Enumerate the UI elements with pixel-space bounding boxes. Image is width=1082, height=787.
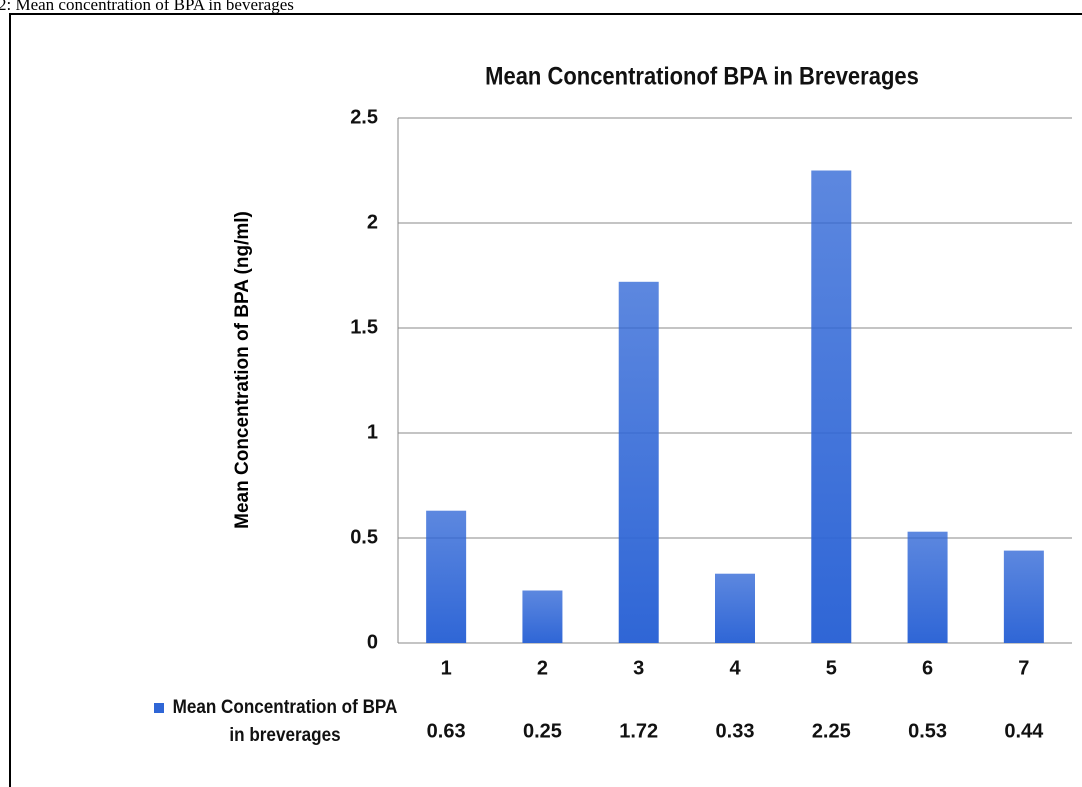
y-tick-label: 1 <box>367 421 378 443</box>
data-table-value: 1.72 <box>619 720 658 742</box>
y-tick-label: 2 <box>367 211 378 233</box>
y-tick-label: 1.5 <box>350 316 378 338</box>
legend-label: Mean Concentration of BPA in breverages <box>172 697 398 746</box>
chart-border <box>9 13 1082 787</box>
data-table-value: 0.53 <box>908 720 947 742</box>
data-table-value: 0.63 <box>427 720 466 742</box>
x-tick-label: 3 <box>633 657 644 679</box>
bar <box>426 510 467 643</box>
y-tick-label: 2.5 <box>350 106 378 128</box>
bar <box>907 531 948 643</box>
data-table-value: 0.25 <box>523 720 562 742</box>
y-tick-label: 0.5 <box>350 526 378 548</box>
data-table-value: 0.44 <box>1004 720 1044 742</box>
data-table-value: 0.33 <box>716 720 755 742</box>
figure-caption: 2: Mean concentration of BPA in beverage… <box>0 0 294 14</box>
x-tick-label: 6 <box>922 657 933 679</box>
x-tick-label: 7 <box>1018 657 1029 679</box>
x-tick-label: 4 <box>729 657 741 679</box>
bar <box>811 170 852 643</box>
bar <box>522 590 563 643</box>
x-tick-label: 2 <box>537 657 548 679</box>
y-axis-title: Mean Concentration of BPA (ng/ml) <box>232 211 253 529</box>
x-tick-label: 5 <box>826 657 837 679</box>
chart-title: Mean Concentrationof BPA in Breverages <box>485 62 919 90</box>
x-tick-label: 1 <box>441 657 452 679</box>
data-table-value: 2.25 <box>812 720 851 742</box>
bar <box>1003 550 1044 643</box>
bar <box>618 281 659 643</box>
bar <box>715 573 755 643</box>
y-tick-label: 0 <box>367 631 378 653</box>
legend-marker <box>154 703 164 713</box>
